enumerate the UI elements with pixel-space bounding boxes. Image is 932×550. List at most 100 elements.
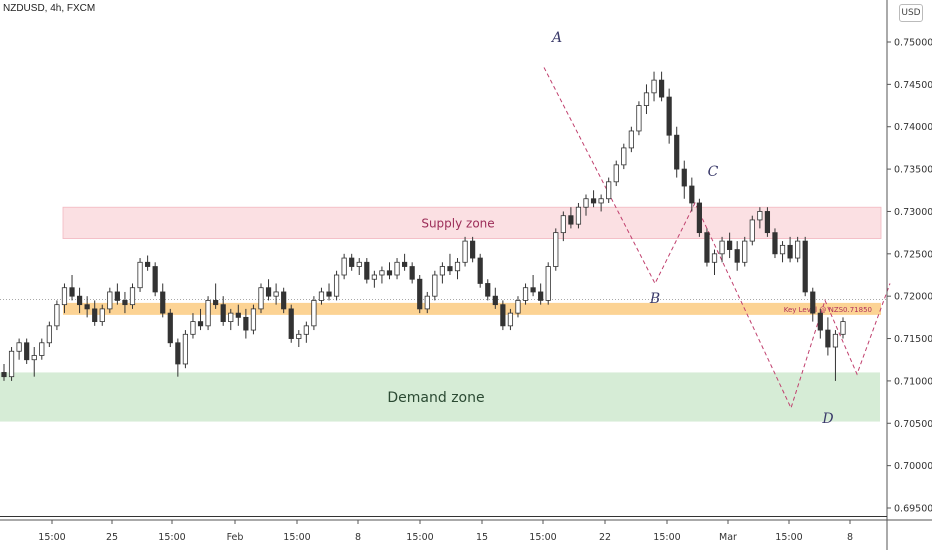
candle-body [825, 329, 831, 348]
candle-body [190, 321, 196, 335]
candle-body [175, 342, 181, 365]
candle-body [326, 291, 332, 297]
candle-body [477, 257, 483, 284]
candle-body [402, 261, 408, 267]
candle-body [492, 295, 498, 306]
pattern-point-d: D [821, 411, 833, 427]
y-tick-label: 0.74500 [894, 80, 932, 91]
candle-body [689, 185, 695, 204]
x-tick-label: Feb [227, 532, 244, 543]
candle-body [61, 287, 68, 306]
candle-body [515, 300, 521, 314]
candle-body [197, 321, 204, 327]
candle-body [250, 308, 257, 331]
candle-body [590, 198, 597, 204]
y-tick-label: 0.72500 [894, 249, 932, 260]
candle-body [258, 287, 264, 310]
candle-body [213, 300, 219, 306]
candle-body [719, 240, 725, 255]
supply-zone [62, 206, 882, 239]
candle-body [734, 249, 740, 263]
y-tick-label: 0.71000 [894, 376, 932, 387]
candle-body [386, 270, 393, 276]
candle-body [424, 295, 430, 310]
x-tick-label: 25 [106, 532, 118, 543]
candle-body [160, 291, 166, 314]
candle-body [764, 211, 771, 234]
candle-body [92, 308, 98, 322]
x-tick-label: 8 [355, 532, 361, 543]
candle-body [265, 287, 272, 297]
y-tick-label: 0.72000 [894, 292, 932, 303]
candle-body [167, 312, 173, 344]
candle-body [538, 291, 544, 301]
x-tick-label: 8 [847, 532, 853, 543]
candle-body [182, 333, 189, 365]
pattern-point-b: B [649, 291, 660, 307]
x-tick-label: Mar [719, 532, 737, 543]
candle-body [553, 232, 559, 267]
candle-body [795, 240, 801, 259]
candle-body [318, 291, 325, 301]
candle-body [243, 316, 249, 331]
candle-body [371, 274, 377, 280]
candle-body [273, 291, 279, 297]
candle-body [470, 240, 476, 259]
candle-body [779, 244, 786, 255]
candle-body [220, 304, 226, 322]
candle-body [575, 206, 582, 225]
candle-body [658, 79, 665, 98]
candle-body [787, 244, 793, 259]
x-tick-label: 15:00 [283, 532, 310, 543]
demand-zone [0, 372, 880, 422]
candle-body [817, 312, 823, 331]
x-tick-label: 15:00 [775, 532, 802, 543]
candle-body [727, 240, 733, 250]
candle-body [598, 198, 604, 204]
candle-body [757, 211, 763, 221]
candle-body [507, 312, 514, 327]
candle-body [228, 312, 234, 322]
candle-body [409, 266, 415, 280]
candle-body [46, 325, 52, 344]
candle-body [114, 291, 120, 301]
candle-body [107, 291, 113, 310]
candle-body [681, 168, 687, 187]
x-tick-label: 22 [599, 532, 611, 543]
candle-body [311, 300, 317, 327]
demand-zone-label: Demand zone [387, 390, 484, 406]
candle-body [288, 308, 294, 339]
candle-body [462, 240, 468, 263]
pattern-point-a: A [550, 30, 562, 46]
candle-body [485, 283, 491, 297]
candle-body [530, 287, 536, 293]
candle-body [742, 240, 748, 263]
candle-body [8, 350, 15, 378]
key-level-label: Key Level @ NZS0.71850 [784, 306, 872, 314]
y-tick-label: 0.69500 [894, 504, 932, 515]
candle-body [500, 304, 506, 327]
candle-body [24, 342, 30, 361]
candle-body [545, 266, 551, 301]
y-tick-label: 0.73500 [894, 165, 932, 176]
candle-body [674, 134, 680, 170]
candle-body [54, 304, 60, 327]
x-tick-label: 15:00 [38, 532, 65, 543]
candle-body [749, 219, 755, 242]
candle-body [69, 287, 75, 297]
candle-body [364, 261, 370, 280]
candle-body [1, 372, 7, 378]
x-tick-label: 15:00 [158, 532, 185, 543]
supply-zone-label: Supply zone [421, 216, 494, 230]
key-level-band [63, 302, 881, 315]
candle-body [454, 261, 461, 272]
pattern-point-c: C [708, 164, 719, 180]
candle-body [636, 105, 642, 132]
candle-body [235, 312, 241, 318]
candle-body [394, 261, 400, 276]
candle-body [560, 215, 566, 234]
currency-button[interactable]: USD [899, 4, 923, 22]
x-tick-label: 15:00 [529, 532, 556, 543]
candle-body [522, 287, 529, 301]
